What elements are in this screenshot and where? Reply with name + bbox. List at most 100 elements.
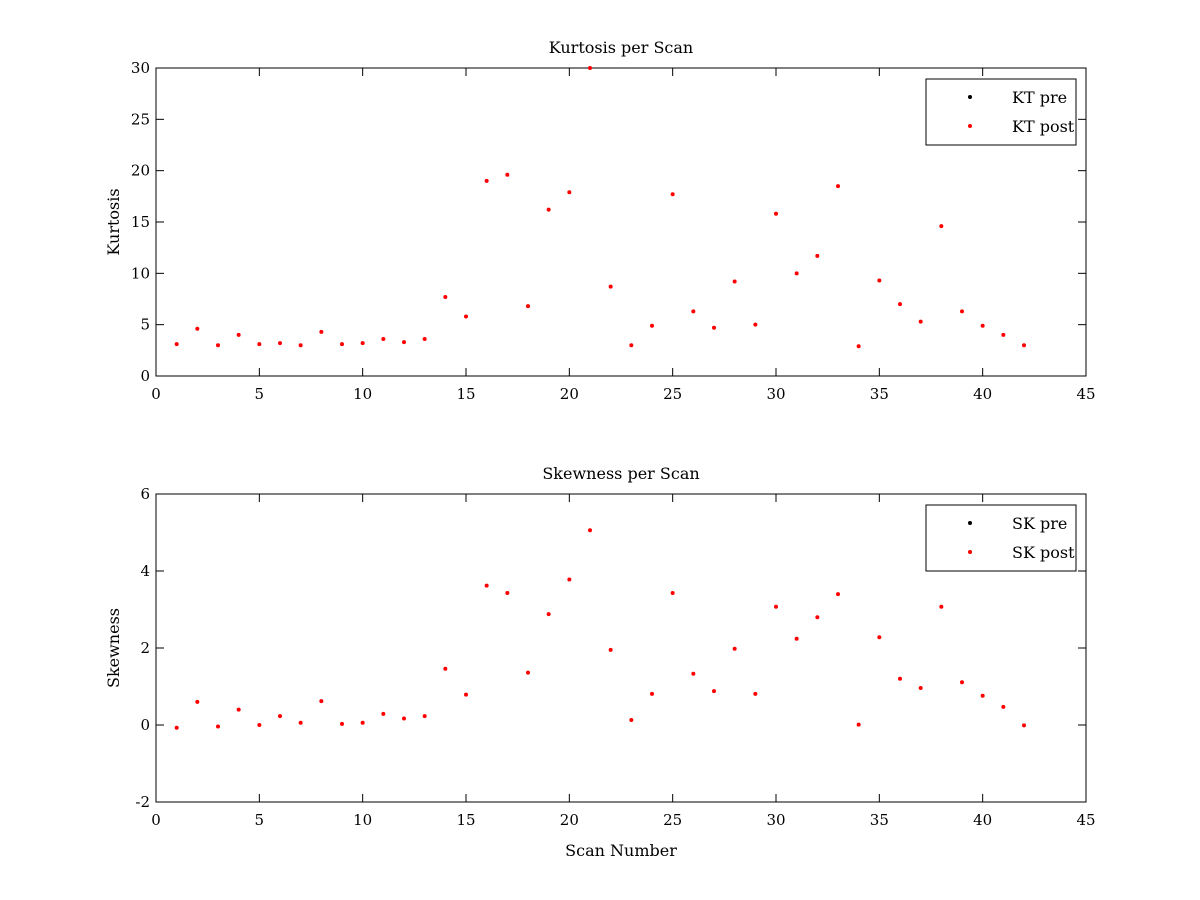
data-point (588, 528, 592, 533)
x-tick-label: 15 (456, 385, 475, 403)
y-tick-label: 4 (140, 562, 150, 580)
data-point (670, 590, 675, 595)
x-tick-label: 45 (1076, 385, 1095, 403)
x-tick-label: 30 (766, 385, 785, 403)
data-point (918, 686, 923, 691)
data-point (960, 309, 964, 314)
data-point (939, 604, 944, 609)
data-point (1001, 332, 1006, 337)
x-tick-label: 40 (973, 385, 992, 403)
data-point (732, 279, 737, 284)
data-point (588, 66, 592, 70)
x-tick-label: 40 (973, 811, 992, 829)
data-point (360, 720, 365, 725)
data-point (484, 583, 489, 588)
data-point (340, 721, 344, 726)
data-point (898, 676, 902, 681)
legend: SK pre SK post (925, 504, 1077, 572)
data-point (877, 278, 882, 283)
legend-entry: KT pre (1012, 88, 1067, 107)
data-point (464, 692, 468, 697)
data-point (381, 337, 386, 342)
data-point (526, 304, 530, 309)
data-point (546, 612, 551, 617)
data-point (567, 577, 572, 582)
data-point (794, 271, 799, 276)
data-point (960, 680, 964, 685)
data-point (402, 340, 406, 345)
data-point (774, 211, 778, 216)
data-point (712, 689, 716, 694)
x-tick-label: 5 (255, 811, 265, 829)
data-point (650, 323, 654, 328)
data-point (216, 724, 220, 729)
x-tick-label: 15 (456, 811, 475, 829)
y-tick-label: 5 (140, 316, 150, 334)
x-axis-label: Scan Number (565, 841, 677, 860)
data-point (567, 190, 572, 195)
data-point (712, 325, 716, 330)
data-point (794, 636, 799, 641)
y-tick-label: 2 (140, 639, 150, 657)
data-point (195, 326, 200, 331)
legend-box (925, 78, 1077, 146)
data-point (236, 332, 241, 337)
chart-title: Kurtosis per Scan (549, 38, 693, 57)
data-point (236, 707, 241, 712)
data-point (629, 343, 634, 348)
data-point (319, 329, 324, 334)
data-point (753, 322, 758, 327)
data-point (815, 615, 820, 620)
x-tick-label: 0 (151, 811, 161, 829)
data-point (319, 699, 324, 704)
data-point (360, 341, 365, 346)
data-point (670, 192, 675, 197)
data-point (422, 337, 427, 342)
y-axis-label: Kurtosis (104, 188, 123, 255)
x-tick-label: 5 (255, 385, 265, 403)
data-point (298, 343, 303, 348)
data-point (608, 647, 613, 652)
x-tick-label: 10 (353, 811, 372, 829)
y-tick-label: 0 (140, 716, 150, 734)
x-tick-label: 0 (151, 385, 161, 403)
data-point (505, 172, 510, 177)
y-tick-label: 6 (140, 485, 150, 503)
data-point (278, 341, 282, 346)
data-point (856, 722, 861, 727)
data-point (422, 714, 427, 719)
x-tick-label: 30 (766, 811, 785, 829)
x-tick-label: 25 (663, 385, 682, 403)
legend-entry: SK pre (1012, 514, 1067, 533)
data-point (1001, 704, 1006, 709)
data-point (174, 342, 179, 347)
data-point (1022, 343, 1026, 348)
legend-marker (968, 521, 972, 525)
x-tick-label: 10 (353, 385, 372, 403)
data-point (381, 711, 386, 716)
data-point (856, 344, 861, 349)
legend-marker (968, 550, 972, 554)
data-point (980, 323, 985, 328)
y-tick-label: -2 (135, 793, 150, 811)
data-point (1022, 723, 1026, 728)
data-point (815, 253, 820, 258)
data-point (443, 666, 448, 671)
data-point (732, 646, 737, 651)
data-point (257, 342, 262, 347)
data-point (298, 720, 303, 725)
y-tick-label: 20 (131, 162, 150, 180)
data-point (691, 671, 696, 676)
x-tick-label: 20 (560, 811, 579, 829)
data-point (484, 178, 489, 183)
data-point (980, 693, 985, 698)
data-point (877, 635, 882, 640)
y-tick-label: 25 (131, 110, 150, 128)
data-point (402, 716, 406, 721)
legend-entry: SK post (1012, 543, 1075, 562)
legend: KT pre KT post (925, 78, 1077, 146)
y-tick-label: 0 (140, 367, 150, 385)
series-2 (174, 528, 1026, 730)
data-point (774, 604, 778, 609)
data-point (174, 725, 179, 730)
